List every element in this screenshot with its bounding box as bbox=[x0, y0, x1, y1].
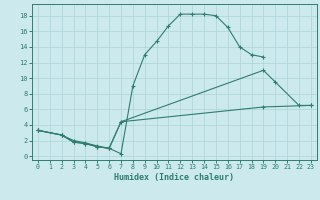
X-axis label: Humidex (Indice chaleur): Humidex (Indice chaleur) bbox=[115, 173, 234, 182]
